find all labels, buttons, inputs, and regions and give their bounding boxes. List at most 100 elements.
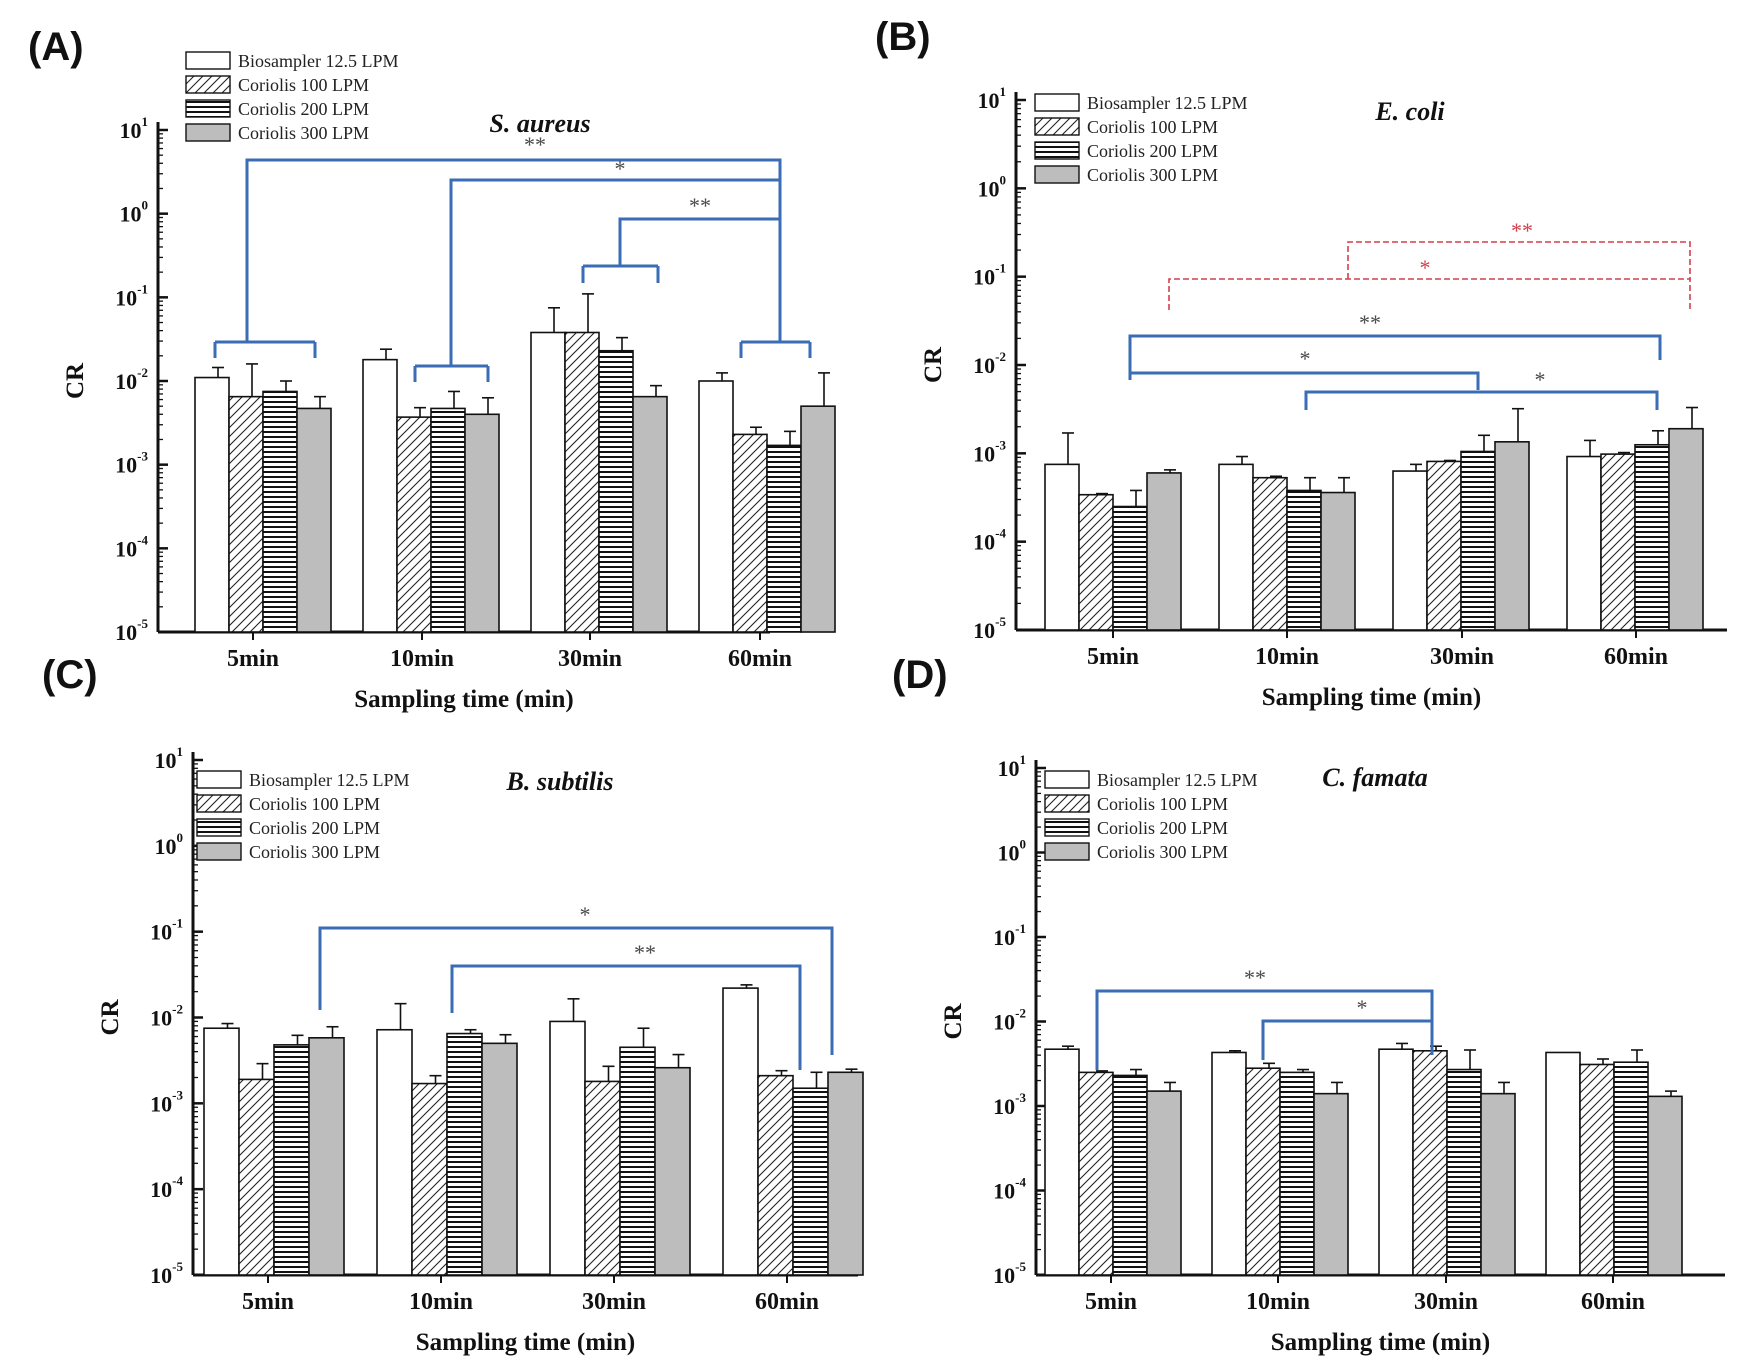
legend-swatch bbox=[196, 770, 242, 789]
y-tick-label: 100 bbox=[978, 172, 1007, 201]
bar bbox=[1078, 493, 1114, 631]
y-tick-label: 10-2 bbox=[150, 1002, 183, 1031]
panel-c: (C) 10-5 10-4 10-3 10-2 10-1 100 101 CR Sampling … bbox=[42, 653, 864, 1356]
y-tick-label: 10-3 bbox=[993, 1090, 1026, 1119]
significance-label: ** bbox=[634, 940, 656, 965]
bar bbox=[757, 1074, 794, 1276]
significance-bracket bbox=[1128, 334, 1662, 380]
panel-a: (A) 10-5 10-4 10-3 10-2 10-1 100 101 CR Sampling … bbox=[28, 25, 836, 713]
bar bbox=[464, 413, 500, 633]
bar bbox=[228, 395, 264, 633]
x-tick-label: 5min bbox=[1085, 1289, 1137, 1315]
legend: Biosampler 12.5 LPM Coriolis 100 LPM Corio… bbox=[1034, 93, 1248, 185]
y-axis-title: CR bbox=[62, 362, 89, 399]
bar bbox=[1252, 476, 1288, 631]
bar bbox=[446, 1032, 483, 1276]
bar bbox=[722, 987, 759, 1276]
y-tick-label: 101 bbox=[998, 752, 1027, 781]
bar bbox=[1545, 1051, 1581, 1276]
legend-label: Biosampler 12.5 LPM bbox=[249, 770, 410, 790]
bar bbox=[598, 349, 634, 633]
bar bbox=[1218, 463, 1254, 631]
bar bbox=[564, 331, 600, 633]
bar bbox=[1494, 441, 1530, 631]
bar bbox=[1426, 460, 1462, 631]
legend-label: Coriolis 300 LPM bbox=[238, 123, 369, 143]
y-tick-label: 100 bbox=[155, 830, 184, 859]
significance-bracket bbox=[213, 158, 812, 358]
y-tick-label: 10-5 bbox=[150, 1259, 183, 1288]
legend-label: Coriolis 300 LPM bbox=[249, 842, 380, 862]
bar bbox=[1313, 1092, 1349, 1276]
legend-label: Coriolis 300 LPM bbox=[1097, 842, 1228, 862]
significance-bracket bbox=[318, 926, 834, 1055]
legend-swatch bbox=[1044, 794, 1090, 813]
x-tick-label: 10min bbox=[390, 646, 454, 672]
bar bbox=[1211, 1051, 1247, 1276]
bar bbox=[766, 444, 802, 633]
x-tick-label: 30min bbox=[558, 646, 622, 672]
bar bbox=[549, 1020, 586, 1276]
y-tick-label: 10-5 bbox=[973, 614, 1006, 643]
bar bbox=[481, 1042, 518, 1276]
significance-bracket bbox=[450, 964, 802, 1070]
legend: Biosampler 12.5 LPM Coriolis 100 LPM Corio… bbox=[185, 51, 399, 143]
bar bbox=[584, 1080, 621, 1276]
chart-title: B. subtilis bbox=[506, 767, 614, 796]
y-tick-label: 10-5 bbox=[993, 1259, 1026, 1288]
x-tick-label: 30min bbox=[1430, 644, 1494, 670]
x-axis-title: Sampling time (min) bbox=[416, 1329, 635, 1356]
y-tick-label: 10-1 bbox=[115, 281, 148, 310]
bar bbox=[376, 1028, 413, 1276]
y-tick-label: 10-2 bbox=[973, 349, 1006, 378]
y-tick-label: 10-2 bbox=[993, 1006, 1026, 1035]
panels-layer: (A) 10-5 10-4 10-3 10-2 10-1 100 101 CR Sampling … bbox=[28, 15, 1727, 1356]
legend-swatch bbox=[1034, 141, 1080, 160]
bar bbox=[1412, 1050, 1448, 1276]
x-tick-label: 60min bbox=[728, 646, 792, 672]
significance-label: * bbox=[1535, 367, 1546, 392]
legend-swatch bbox=[1044, 770, 1090, 789]
significance-bracket bbox=[1304, 390, 1659, 410]
legend: Biosampler 12.5 LPM Coriolis 100 LPM Corio… bbox=[1044, 770, 1258, 862]
significance-label: ** bbox=[689, 193, 711, 218]
bar bbox=[296, 407, 332, 633]
x-tick-label: 5min bbox=[242, 1289, 294, 1315]
legend-swatch bbox=[196, 818, 242, 837]
bar bbox=[792, 1087, 829, 1276]
bar bbox=[1146, 472, 1182, 631]
y-tick-label: 101 bbox=[978, 84, 1007, 113]
bar bbox=[1320, 491, 1356, 631]
significance-bracket bbox=[413, 178, 780, 382]
x-tick-label: 30min bbox=[1414, 1289, 1478, 1315]
bar bbox=[1112, 505, 1148, 631]
y-tick-label: 10-3 bbox=[150, 1087, 183, 1116]
x-tick-label: 5min bbox=[227, 646, 279, 672]
legend-swatch bbox=[1044, 842, 1090, 861]
bar bbox=[530, 331, 566, 633]
legend-swatch bbox=[1034, 93, 1080, 112]
y-tick-label: 10-1 bbox=[150, 916, 183, 945]
legend-label: Coriolis 100 LPM bbox=[1097, 794, 1228, 814]
significance-label: * bbox=[1300, 346, 1311, 371]
legend-swatch bbox=[196, 842, 242, 861]
bar bbox=[1566, 455, 1602, 631]
x-tick-label: 60min bbox=[755, 1289, 819, 1315]
legend-label: Coriolis 200 LPM bbox=[238, 99, 369, 119]
significance-label: ** bbox=[1244, 965, 1266, 990]
y-tick-label: 10-4 bbox=[993, 1175, 1026, 1204]
bar bbox=[1392, 470, 1428, 631]
x-tick-label: 5min bbox=[1087, 644, 1139, 670]
significance-label: ** bbox=[1359, 310, 1381, 335]
panel-label: (B) bbox=[875, 15, 931, 59]
significance-bracket bbox=[581, 217, 780, 283]
chart-title: C. famata bbox=[1322, 763, 1427, 792]
significance-label: * bbox=[1357, 995, 1368, 1020]
legend-label: Biosampler 12.5 LPM bbox=[1087, 93, 1248, 113]
bar bbox=[1286, 489, 1322, 631]
panel-d: (D) 10-5 10-4 10-3 10-2 10-1 100 101 CR Sampling … bbox=[892, 653, 1725, 1356]
significance-bracket bbox=[1261, 1019, 1432, 1060]
x-axis-title: Sampling time (min) bbox=[354, 686, 573, 713]
significance-label: ** bbox=[1511, 218, 1533, 243]
significance-bracket bbox=[1347, 241, 1691, 279]
